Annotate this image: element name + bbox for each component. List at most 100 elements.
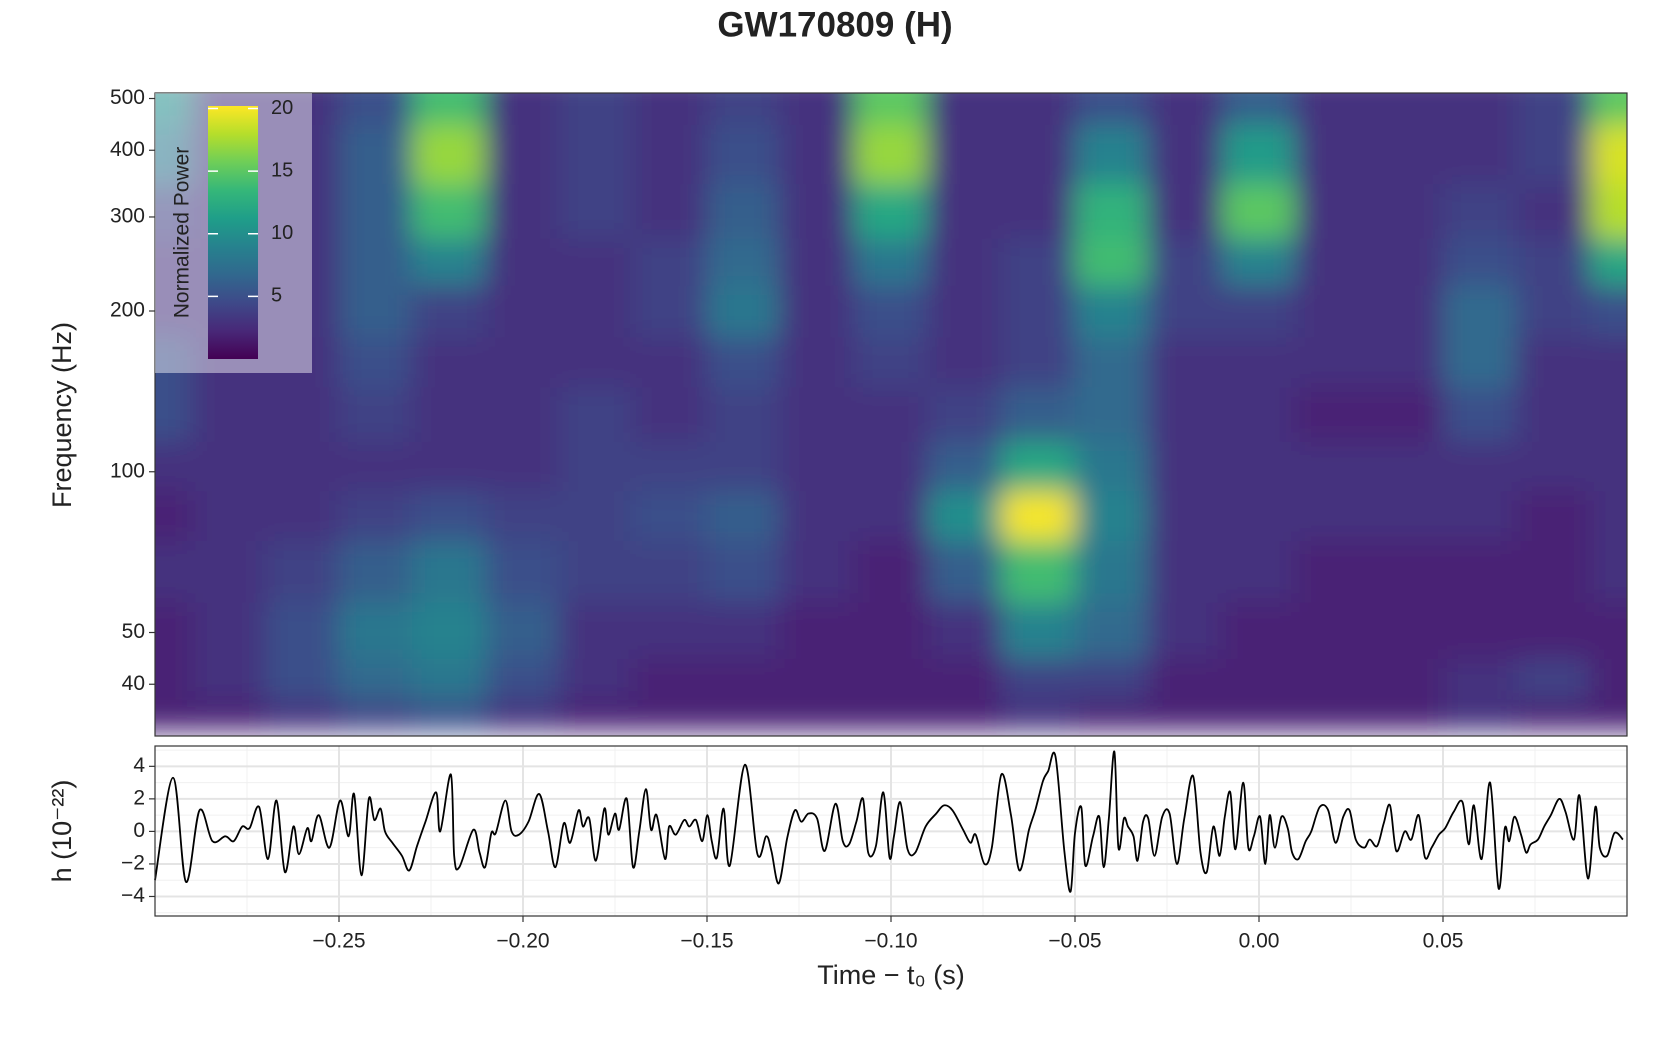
heatmap-cell [853, 336, 929, 388]
heatmap-cell [1221, 540, 1297, 603]
heatmap-cell [1368, 540, 1444, 603]
y-tick-label: 200 [110, 299, 145, 322]
heatmap-cell [155, 336, 193, 388]
heatmap-cell [338, 93, 414, 125]
heatmap-cell [706, 490, 782, 542]
heatmap-cell [155, 657, 193, 701]
y-axis-label: h (10⁻²²) [47, 780, 77, 883]
y-tick-label: 50 [122, 620, 145, 643]
heatmap-cell [1074, 657, 1150, 701]
heatmap-cell [706, 440, 782, 492]
heatmap-cell [853, 123, 929, 185]
heatmap-cell [1221, 93, 1297, 125]
heatmap-cell [191, 386, 266, 442]
heatmap-cell [1148, 123, 1223, 185]
heatmap-cell [632, 657, 708, 701]
x-tick-label: 0.00 [1239, 930, 1280, 953]
heatmap-cell [1074, 386, 1150, 442]
heatmap-cell [927, 540, 1002, 603]
y-tick-label: 2 [133, 786, 145, 809]
heatmap-cell [632, 440, 708, 492]
heatmap-cell [559, 237, 634, 286]
heatmap-cell [1442, 123, 1518, 185]
heatmap-cell [1442, 657, 1518, 701]
heatmap-cell [1516, 237, 1591, 286]
heatmap-cell [412, 123, 487, 185]
heatmap-cell [632, 284, 708, 338]
heatmap-cell [338, 490, 414, 542]
heatmap-cell [853, 386, 929, 442]
heatmap-cell [1000, 93, 1076, 125]
heatmap-cell [559, 336, 634, 388]
heatmap-cell [1148, 93, 1223, 125]
heatmap-cell [264, 601, 340, 659]
heatmap-cell [1074, 440, 1150, 492]
heatmap-cell [155, 440, 193, 492]
heatmap-cell [1148, 386, 1223, 442]
heatmap-cell [1074, 601, 1150, 659]
heatmap-cell [1000, 490, 1076, 542]
heatmap-cell [191, 540, 266, 603]
heatmap-cell [1148, 183, 1223, 239]
heatmap-cell [338, 284, 414, 338]
heatmap-cell [1148, 699, 1223, 732]
heatmap-cell [485, 699, 561, 732]
heatmap-cell [1442, 490, 1518, 542]
y-tick-label: 400 [110, 138, 145, 161]
heatmap-cell [927, 386, 1002, 442]
heatmap-cell [338, 386, 414, 442]
heatmap-cell [632, 237, 708, 286]
heatmap-cell [780, 183, 855, 239]
heatmap-cell [485, 237, 561, 286]
heatmap-cell [706, 540, 782, 603]
x-tick-label: −0.05 [1048, 930, 1101, 953]
heatmap-cell [1589, 284, 1627, 338]
legend-title: Normalized Power [171, 147, 194, 319]
heatmap-cell [412, 699, 487, 732]
heatmap-cell [191, 657, 266, 701]
heatmap-cell [1221, 386, 1297, 442]
heatmap-cell [485, 93, 561, 125]
heatmap-cell [338, 183, 414, 239]
heatmap-cell [1589, 490, 1627, 542]
colorbar-tick-label: 15 [271, 159, 293, 181]
y-tick-label: −2 [121, 851, 145, 874]
heatmap-cell [1368, 183, 1444, 239]
x-tick-label: −0.10 [864, 930, 917, 953]
heatmap-cell [412, 93, 487, 125]
heatmap-cell [706, 336, 782, 388]
heatmap-cell [706, 601, 782, 659]
heatmap-cell [1368, 386, 1444, 442]
heatmap-cell [853, 657, 929, 701]
heatmap-cell [780, 540, 855, 603]
heatmap-cell [1221, 237, 1297, 286]
heatmap-cell [1295, 336, 1370, 388]
heatmap-cell [1074, 490, 1150, 542]
heatmap-cell [338, 237, 414, 286]
heatmap-cell [927, 657, 1002, 701]
heatmap-cell [706, 123, 782, 185]
heatmap-cell [559, 440, 634, 492]
heatmap-cell [264, 93, 340, 125]
heatmap-cell [1295, 440, 1370, 492]
heatmap-cell [1074, 93, 1150, 125]
heatmap-cell [1368, 699, 1444, 732]
x-tick-label: −0.15 [680, 930, 733, 953]
heatmap-cell [412, 183, 487, 239]
heatmap-cell [853, 699, 929, 732]
heatmap-cell [1295, 284, 1370, 338]
heatmap-cell [632, 183, 708, 239]
heatmap-cell [1295, 601, 1370, 659]
heatmap-cell [1000, 440, 1076, 492]
heatmap-cell [1000, 386, 1076, 442]
colorbar-tick-label: 20 [271, 97, 293, 119]
heatmap-cell [1516, 386, 1591, 442]
heatmap-cell [485, 440, 561, 492]
heatmap-cell [1000, 336, 1076, 388]
heatmap-cell [1516, 123, 1591, 185]
heatmap-cell [927, 284, 1002, 338]
heatmap-cell [559, 284, 634, 338]
heatmap-cell [1221, 284, 1297, 338]
heatmap-cell [338, 699, 414, 732]
